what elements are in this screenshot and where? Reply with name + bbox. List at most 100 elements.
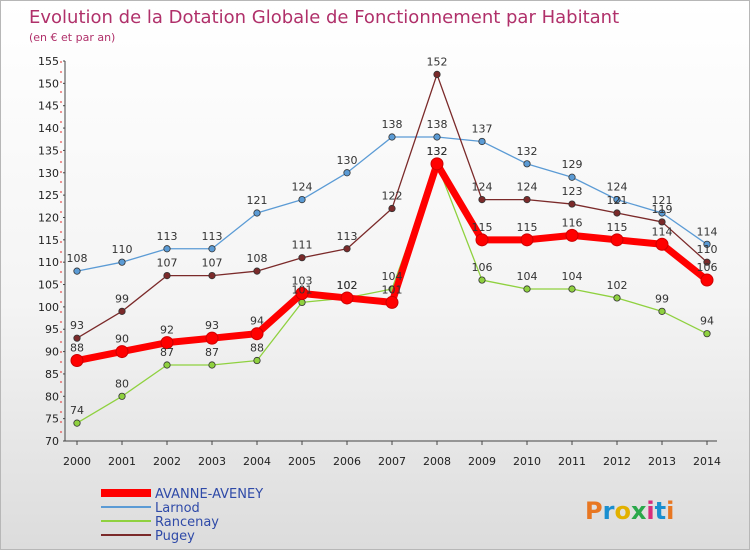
data-label-larnod: 129 (562, 158, 583, 171)
point-pugey (298, 254, 306, 262)
point-pugey (163, 271, 171, 280)
point-rancenay (658, 307, 666, 315)
data-label-larnod: 113 (202, 230, 223, 243)
data-label-larnod: 110 (112, 243, 133, 256)
data-label-pugey: 108 (247, 252, 268, 265)
data-label-pugey: 113 (337, 230, 358, 243)
y-tick-label: 125 (38, 189, 59, 202)
point-larnod (433, 133, 441, 141)
point-pugey (433, 70, 441, 79)
point-avanne-aveney (160, 336, 174, 350)
x-tick-label: 2014 (693, 455, 721, 468)
y-tick-label: 85 (45, 368, 59, 381)
legend-label-pugey: Pugey (155, 529, 195, 544)
data-label-avanne-aveney: 93 (205, 319, 219, 332)
data-label-avanne-aveney: 101 (382, 283, 403, 296)
x-tick-label: 2011 (558, 455, 586, 468)
point-pugey (388, 204, 396, 213)
data-label-pugey: 99 (115, 292, 129, 305)
point-rancenay (163, 361, 171, 369)
point-avanne-aveney (250, 327, 264, 341)
data-label-pugey: 93 (70, 319, 84, 332)
data-label-pugey: 152 (427, 55, 448, 68)
data-label-rancenay: 132 (427, 145, 448, 158)
point-avanne-aveney (475, 233, 489, 247)
x-tick-label: 2013 (648, 455, 676, 468)
y-tick-label: 95 (45, 323, 59, 336)
y-tick-label: 100 (38, 301, 59, 314)
point-larnod (523, 160, 531, 168)
data-label-larnod: 124 (292, 181, 313, 194)
data-label-avanne-aveney: 116 (562, 216, 583, 229)
data-label-avanne-aveney: 103 (292, 274, 313, 287)
point-rancenay (118, 392, 126, 400)
y-tick-label: 150 (38, 77, 59, 90)
y-tick-label: 145 (38, 100, 59, 113)
x-tick-label: 2007 (378, 455, 406, 468)
x-tick-label: 2005 (288, 455, 316, 468)
point-pugey (568, 200, 576, 208)
data-label-larnod: 137 (472, 122, 493, 135)
data-label-rancenay: 104 (562, 270, 583, 283)
data-label-larnod: 108 (67, 252, 88, 265)
point-larnod (343, 169, 351, 177)
point-larnod (478, 137, 486, 146)
legend-label-larnod: Larnod (155, 501, 200, 516)
y-tick-label: 155 (38, 55, 59, 68)
data-label-pugey: 124 (517, 181, 538, 194)
y-tick-label: 75 (45, 413, 59, 426)
point-pugey (613, 209, 621, 217)
point-larnod (298, 195, 306, 204)
point-larnod (73, 267, 81, 275)
data-label-rancenay: 74 (70, 404, 84, 417)
point-larnod (613, 195, 621, 204)
x-tick-label: 2010 (513, 455, 541, 468)
x-tick-label: 2012 (603, 455, 631, 468)
data-label-rancenay: 99 (655, 292, 669, 305)
data-label-avanne-aveney: 115 (517, 221, 538, 234)
point-rancenay (568, 285, 576, 293)
data-label-rancenay: 87 (160, 346, 174, 359)
y-tick-label: 80 (45, 390, 59, 403)
point-larnod (208, 245, 216, 253)
point-pugey (73, 334, 81, 342)
data-label-larnod: 124 (607, 181, 628, 194)
data-label-larnod: 130 (337, 154, 358, 167)
y-tick-label: 135 (38, 144, 59, 157)
y-tick-label: 110 (38, 256, 59, 269)
data-label-pugey: 123 (562, 185, 583, 198)
x-tick-label: 2006 (333, 455, 361, 468)
data-label-avanne-aveney: 106 (697, 261, 718, 274)
data-label-avanne-aveney: 114 (652, 225, 673, 238)
data-label-rancenay: 106 (472, 261, 493, 274)
point-avanne-aveney (610, 233, 624, 247)
data-label-pugey: 121 (607, 194, 628, 207)
data-label-rancenay: 101 (292, 283, 313, 296)
data-label-rancenay: 94 (700, 315, 714, 328)
point-pugey (343, 245, 351, 253)
point-pugey (658, 218, 666, 226)
data-label-larnod: 138 (382, 118, 403, 131)
point-avanne-aveney (565, 228, 579, 242)
data-label-pugey: 124 (472, 181, 493, 194)
y-tick-label: 140 (38, 122, 59, 135)
data-label-pugey: 107 (202, 257, 223, 270)
x-tick-label: 2008 (423, 455, 451, 468)
data-label-rancenay: 80 (115, 377, 129, 390)
point-avanne-aveney (655, 237, 669, 251)
point-larnod (388, 133, 396, 141)
data-label-avanne-aveney: 102 (337, 279, 358, 292)
axes: 70 75 80 85 90 95 100 105 110 115 120 125 130 135 140 1… (38, 55, 721, 468)
data-label-avanne-aveney: 88 (70, 342, 84, 355)
data-label-avanne-aveney: 115 (607, 221, 628, 234)
data-label-larnod: 121 (652, 194, 673, 207)
data-label-larnod: 132 (517, 145, 538, 158)
x-tick-label: 2002 (153, 455, 181, 468)
x-tick-label: 2004 (243, 455, 271, 468)
legend-label-avanne-aveney: AVANNE-AVENEY (155, 487, 263, 502)
data-label-avanne-aveney: 132 (427, 145, 448, 158)
y-tick-label: 120 (38, 211, 59, 224)
data-label-rancenay: 102 (607, 279, 628, 292)
